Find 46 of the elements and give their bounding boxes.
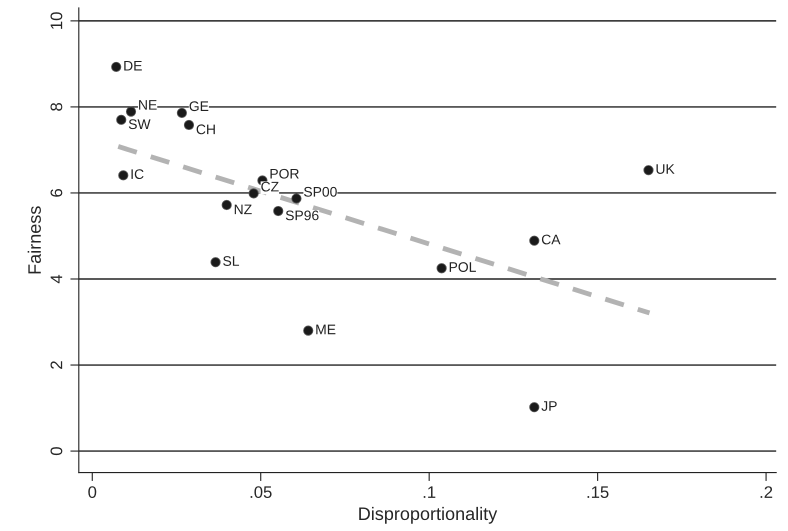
point bbox=[291, 193, 302, 204]
annotation: NZ bbox=[234, 204, 252, 214]
annotation: JP bbox=[541, 401, 557, 411]
y-tick-label: 0 bbox=[50, 447, 62, 456]
point bbox=[529, 236, 540, 246]
y-tick-label: 10 bbox=[50, 12, 62, 29]
point bbox=[116, 114, 126, 125]
point bbox=[643, 165, 654, 176]
annotation: SL bbox=[223, 256, 240, 266]
y-tick-label: 6 bbox=[50, 189, 62, 197]
y-axis-title: Fairness bbox=[28, 206, 41, 274]
annotation: DE bbox=[124, 60, 142, 70]
point bbox=[184, 120, 194, 130]
point bbox=[303, 326, 314, 336]
x-tick-label: .05 bbox=[250, 486, 272, 498]
annotation: SW bbox=[128, 119, 151, 130]
point bbox=[126, 106, 136, 117]
annotation: SP96 bbox=[286, 210, 319, 220]
point bbox=[210, 257, 221, 268]
annotation: ME bbox=[316, 324, 336, 334]
annotation: CZ bbox=[261, 182, 279, 192]
annotation: IC bbox=[132, 169, 144, 180]
annotation: GE bbox=[190, 101, 208, 112]
point bbox=[176, 108, 187, 118]
point bbox=[222, 200, 232, 210]
y-tick-label: 4 bbox=[50, 274, 62, 284]
annotation: UK bbox=[656, 164, 675, 174]
y-tick-label: 8 bbox=[50, 103, 62, 111]
annotation: NE bbox=[139, 100, 157, 110]
point bbox=[436, 263, 447, 274]
x-tick-label: .1 bbox=[424, 486, 436, 498]
annotation: CH bbox=[196, 124, 215, 134]
annotation: POL bbox=[450, 262, 476, 272]
annotation: CA bbox=[542, 234, 560, 244]
point bbox=[111, 62, 122, 72]
annotation: POR bbox=[270, 168, 299, 179]
point bbox=[273, 206, 284, 216]
x-tick-label: .2 bbox=[760, 486, 772, 498]
point bbox=[118, 170, 128, 180]
x-tick-label: 0 bbox=[88, 486, 96, 498]
x-tick-label: .15 bbox=[588, 486, 609, 498]
annotation: SP00 bbox=[304, 186, 337, 197]
x-axis-title: Disproportionality bbox=[359, 506, 498, 524]
y-tick-label: 2 bbox=[50, 361, 62, 369]
point bbox=[248, 188, 259, 198]
point bbox=[529, 402, 540, 412]
